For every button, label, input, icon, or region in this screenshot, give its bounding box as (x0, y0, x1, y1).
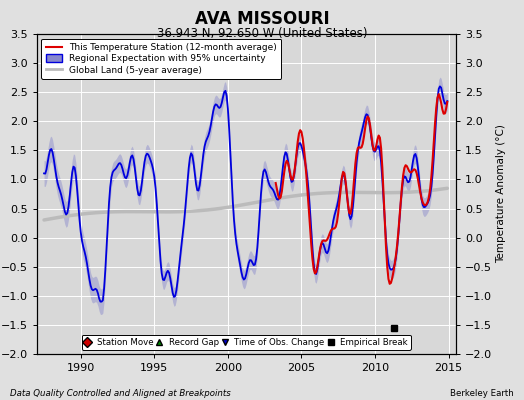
Text: Berkeley Earth: Berkeley Earth (450, 389, 514, 398)
Legend: Station Move, Record Gap, Time of Obs. Change, Empirical Break: Station Move, Record Gap, Time of Obs. C… (82, 335, 411, 350)
Text: Data Quality Controlled and Aligned at Breakpoints: Data Quality Controlled and Aligned at B… (10, 389, 231, 398)
Text: 36.943 N, 92.650 W (United States): 36.943 N, 92.650 W (United States) (157, 27, 367, 40)
Y-axis label: Temperature Anomaly (°C): Temperature Anomaly (°C) (496, 124, 506, 264)
Text: AVA MISSOURI: AVA MISSOURI (195, 10, 329, 28)
